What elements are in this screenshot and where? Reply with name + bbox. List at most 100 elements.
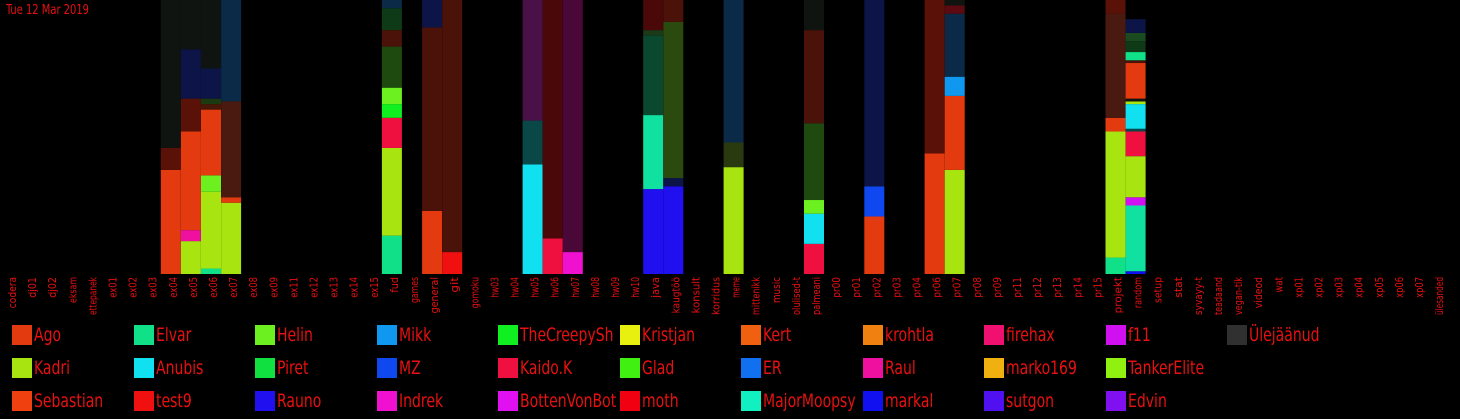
bar-segment (1125, 60, 1146, 64)
bar-segment (723, 0, 744, 143)
bar-segment (1125, 271, 1146, 274)
bar-segment (1125, 197, 1146, 206)
legend-label: ER (763, 357, 782, 379)
legend-label: Sebastian (34, 390, 104, 412)
bar-segment (1125, 101, 1146, 105)
x-tick-label: syvayy-t (1192, 276, 1205, 315)
bar-segment (201, 191, 221, 269)
bar-segment (562, 252, 583, 274)
x-tick-label: korridus (710, 277, 723, 315)
legend-swatch (619, 358, 640, 378)
x-tick-label: stat (1172, 276, 1185, 297)
bar-segment (663, 186, 684, 274)
legend-item: Elvar (133, 322, 254, 348)
x-tick-label: kaugtöö (669, 277, 682, 314)
bar-segment (160, 169, 181, 274)
legend-item: firehax (984, 322, 1104, 348)
legend-item: TankerElite (1105, 355, 1226, 381)
x-tick-label: pr04 (911, 277, 924, 298)
x-tick-label: hw05 (529, 277, 542, 298)
legend-item: Rauno (255, 388, 375, 414)
legend-label: test9 (155, 390, 192, 412)
legend-label: TankerElite (1127, 357, 1204, 379)
x-tick-label: hw09 (609, 277, 622, 298)
bar-segment (723, 142, 744, 168)
legend-swatch (741, 391, 761, 411)
bar-segment (944, 13, 965, 77)
x-tick-label: ülesanded (1433, 277, 1446, 315)
legend-item: sutgon (984, 388, 1104, 414)
bar-segment (442, 0, 463, 253)
bar-segment (1125, 156, 1146, 198)
legend-label: f11 (1127, 324, 1151, 346)
legend-label: marko169 (1006, 357, 1077, 379)
x-tick-label: ex05 (187, 277, 200, 298)
legend-swatch (1227, 325, 1247, 345)
legend-swatch (741, 358, 761, 378)
legend-item: Glad (619, 355, 740, 381)
x-tick-label: xp05 (1373, 277, 1386, 298)
legend-label: Edvin (1127, 390, 1167, 412)
x-tick-label: xp01 (1292, 277, 1305, 298)
bar-segment (201, 268, 221, 274)
x-tick-label: pr03 (890, 277, 903, 298)
bar-segment (522, 164, 543, 274)
legend-label: Indrek (398, 390, 443, 412)
legend-swatch (376, 391, 397, 411)
legend-item: BottenVonBot (498, 388, 618, 414)
legend-label: krohtla (884, 324, 934, 346)
legend-label: Piret (277, 357, 309, 379)
bar-segment (381, 46, 402, 88)
x-tick-label: teadaand (1212, 277, 1225, 315)
legend-label: Elvar (155, 324, 191, 346)
bar-segment (180, 49, 201, 99)
legend-label: Rauno (277, 390, 322, 412)
legend-item: Sebastian (12, 388, 132, 414)
x-tick-label: ex11 (287, 277, 300, 298)
x-tick-label: setup (1152, 277, 1165, 303)
legend-item: Mikk (376, 322, 497, 348)
legend-swatch (255, 325, 275, 345)
bar-segment (1105, 257, 1126, 274)
bar-segment (381, 147, 402, 236)
legend-label: TheCreepySh (520, 324, 614, 346)
legend-item: Ago (12, 322, 132, 348)
bar-segment (422, 0, 443, 28)
x-tick-label: ex01 (107, 277, 120, 298)
legend-swatch (498, 325, 518, 345)
bar-segment (1125, 32, 1146, 42)
bar-segment (180, 241, 201, 274)
legend-swatch (376, 325, 397, 345)
legend-item: Helin (255, 322, 375, 348)
bar-segment (542, 0, 563, 239)
legend-swatch (1105, 358, 1126, 378)
bar-segment (944, 95, 965, 170)
bar-stacks (160, 0, 1146, 274)
x-tick-label: dj02 (46, 277, 59, 298)
legend-swatch (862, 391, 883, 411)
legend-item: moth (619, 388, 740, 414)
x-tick-label: music (770, 277, 783, 303)
x-tick-label: pr07 (951, 277, 964, 298)
x-tick-label: xp07 (1413, 277, 1426, 298)
bar-segment (381, 87, 402, 105)
x-tick-label: pr08 (971, 277, 984, 298)
bar-segment (221, 202, 242, 274)
x-tick-label: pr00 (830, 277, 843, 298)
x-tick-label: ex02 (127, 277, 140, 298)
x-tick-label: ex03 (147, 277, 160, 298)
bar-segment (663, 21, 684, 179)
x-tick-label: pr12 (1031, 277, 1044, 298)
x-tick-label: java (649, 277, 662, 299)
x-tick-label: xp03 (1333, 277, 1346, 298)
legend-label: MZ (398, 357, 421, 379)
legend-item: ER (741, 355, 861, 381)
bar-segment (643, 35, 664, 116)
x-tick-label: pr09 (991, 277, 1004, 298)
x-tick-label: videod (1252, 277, 1265, 308)
x-tick-label: ex14 (348, 277, 361, 298)
legend-swatch (984, 358, 1004, 378)
legend-label: moth (641, 390, 679, 412)
x-tick-label: xp04 (1353, 277, 1366, 298)
x-tick-label: hw10 (629, 277, 642, 298)
